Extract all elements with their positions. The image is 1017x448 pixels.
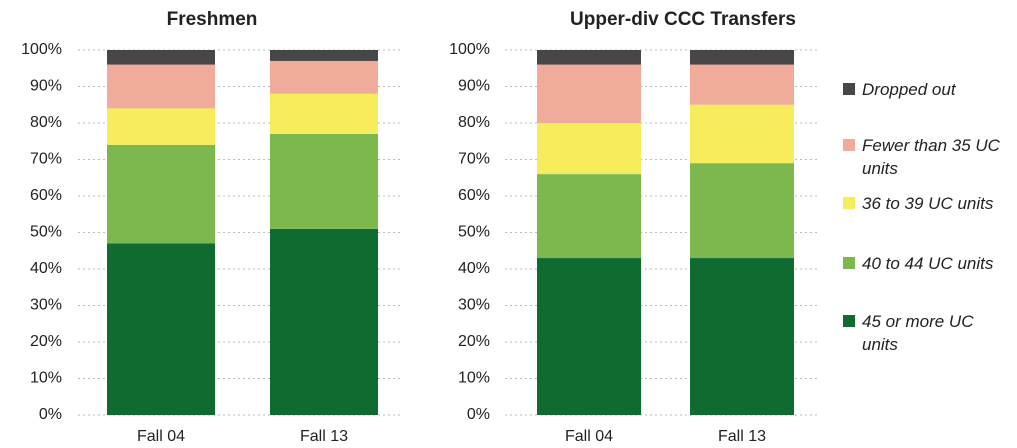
legend-entry: 40 to 44 UC units bbox=[843, 252, 1003, 275]
legend-label: Fewer than 35 UC units bbox=[862, 136, 1000, 178]
legend-entry: Fewer than 35 UC units bbox=[843, 134, 1003, 180]
y-tick-label: 20% bbox=[30, 333, 62, 350]
bar-segment bbox=[690, 50, 794, 65]
y-tick-label: 50% bbox=[458, 224, 490, 241]
legend-swatch bbox=[843, 315, 855, 327]
y-tick-label: 10% bbox=[30, 370, 62, 387]
bar-segment bbox=[107, 108, 215, 145]
bar-segment bbox=[537, 174, 641, 259]
bar-segment bbox=[690, 163, 794, 259]
legend-entry: Dropped out bbox=[843, 78, 1003, 101]
y-tick-label: 60% bbox=[458, 187, 490, 204]
y-tick-label: 50% bbox=[30, 224, 62, 241]
chart-title: Upper-div CCC Transfers bbox=[570, 9, 796, 30]
legend-swatch bbox=[843, 83, 855, 95]
legend-swatch bbox=[843, 257, 855, 269]
y-tick-label: 90% bbox=[458, 78, 490, 95]
y-tick-label: 40% bbox=[30, 260, 62, 277]
bar-segment bbox=[270, 93, 378, 134]
legend-entry: 36 to 39 UC units bbox=[843, 192, 1003, 215]
bar-segment bbox=[537, 50, 641, 65]
y-tick-label: 90% bbox=[30, 78, 62, 95]
bar-segment bbox=[690, 258, 794, 415]
legend-label: 36 to 39 UC units bbox=[862, 194, 994, 213]
bar-segment bbox=[537, 64, 641, 123]
legend-entry: 45 or more UC units bbox=[843, 310, 1003, 356]
y-tick-label: 20% bbox=[458, 333, 490, 350]
x-tick-label: Fall 04 bbox=[565, 428, 613, 445]
y-tick-label: 100% bbox=[21, 41, 62, 58]
y-tick-label: 70% bbox=[458, 151, 490, 168]
legend-label: 40 to 44 UC units bbox=[862, 254, 994, 273]
y-tick-label: 100% bbox=[449, 41, 490, 58]
bar-segment bbox=[690, 64, 794, 105]
x-tick-label: Fall 04 bbox=[137, 428, 185, 445]
bar-segment bbox=[270, 50, 378, 61]
y-tick-label: 40% bbox=[458, 260, 490, 277]
x-tick-label: Fall 13 bbox=[300, 428, 348, 445]
chart-title: Freshmen bbox=[167, 9, 258, 30]
bar-segment bbox=[107, 50, 215, 65]
legend-swatch bbox=[843, 139, 855, 151]
y-tick-label: 10% bbox=[458, 370, 490, 387]
bar-segment bbox=[107, 243, 215, 415]
y-tick-label: 70% bbox=[30, 151, 62, 168]
legend-swatch bbox=[843, 197, 855, 209]
bar-segment bbox=[690, 104, 794, 164]
bar-segment bbox=[537, 258, 641, 415]
bar-segment bbox=[537, 123, 641, 175]
bar-segment bbox=[107, 144, 215, 244]
y-tick-label: 0% bbox=[39, 406, 62, 423]
x-tick-label: Fall 13 bbox=[718, 428, 766, 445]
bar-segment bbox=[270, 228, 378, 415]
bar-segment bbox=[270, 133, 378, 229]
y-tick-label: 30% bbox=[30, 297, 62, 314]
bar-segment bbox=[107, 64, 215, 109]
bar-segment bbox=[270, 60, 378, 94]
legend-label: Dropped out bbox=[862, 80, 956, 99]
y-tick-label: 60% bbox=[30, 187, 62, 204]
y-tick-label: 80% bbox=[458, 114, 490, 131]
y-tick-label: 80% bbox=[30, 114, 62, 131]
y-tick-label: 30% bbox=[458, 297, 490, 314]
legend-label: 45 or more UC units bbox=[862, 312, 974, 354]
y-tick-label: 0% bbox=[467, 406, 490, 423]
